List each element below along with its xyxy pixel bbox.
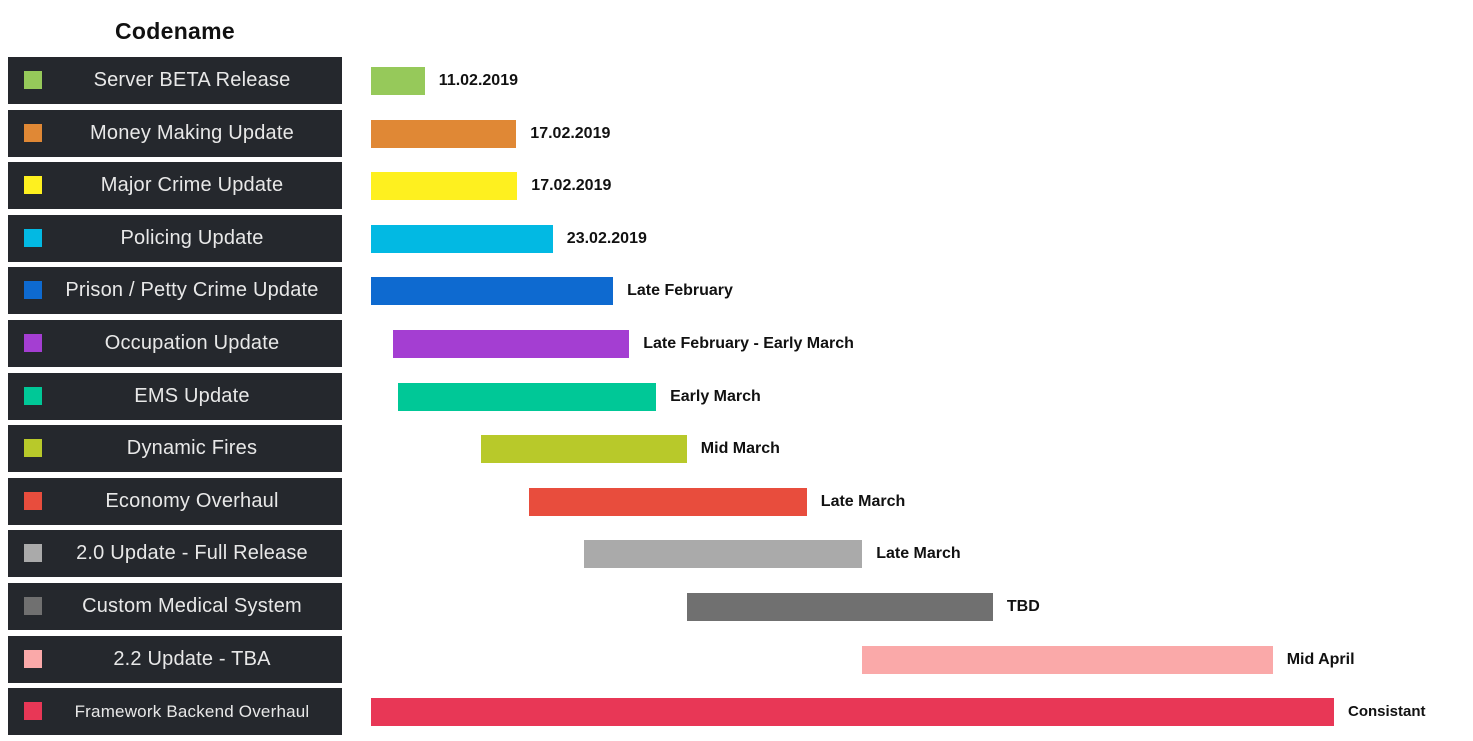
- row-label-cell: Economy Overhaul: [8, 478, 342, 525]
- row-label: Custom Medical System: [82, 595, 302, 617]
- gantt-bar: [371, 225, 553, 253]
- row-label: 2.0 Update - Full Release: [76, 542, 308, 564]
- bar-date-label: 17.02.2019: [530, 125, 611, 142]
- row-label-cell: Policing Update: [8, 215, 342, 262]
- bar-date-label: Late February: [627, 282, 733, 299]
- legend-swatch-icon: [24, 544, 42, 562]
- row-label: Server BETA Release: [93, 69, 291, 91]
- bar-date-label: Late March: [820, 493, 906, 510]
- legend-swatch-icon: [24, 492, 42, 510]
- bar-date-label: 11.02.2019: [438, 72, 518, 89]
- legend-swatch-icon: [24, 387, 42, 405]
- row-label: Money Making Update: [90, 122, 294, 144]
- row-label: 2.2 Update - TBA: [113, 648, 271, 670]
- bar-date-label: Late March: [876, 545, 961, 562]
- row-label-cell: 2.2 Update - TBA: [8, 636, 342, 683]
- bar-date-label: Mid April: [1286, 651, 1355, 668]
- legend-swatch-icon: [24, 334, 42, 352]
- bar-date-label: TBD: [1006, 598, 1040, 615]
- bar-date-label: Early March: [670, 388, 761, 405]
- legend-swatch-icon: [24, 439, 42, 457]
- row-label: Framework Backend Overhaul: [74, 702, 310, 721]
- row-label-cell: EMS Update: [8, 373, 342, 420]
- gantt-bar: [371, 172, 518, 200]
- gantt-bar: [397, 383, 657, 411]
- row-label-cell: Occupation Update: [8, 320, 342, 367]
- gantt-bar: [686, 593, 993, 621]
- row-label-cell: Prison / Petty Crime Update: [8, 267, 342, 314]
- legend-swatch-icon: [24, 229, 42, 247]
- legend-swatch-icon: [24, 71, 42, 89]
- legend-swatch-icon: [24, 702, 42, 720]
- gantt-bar: [862, 646, 1273, 674]
- bar-date-label: Mid March: [700, 440, 780, 457]
- gantt-bar: [371, 277, 614, 305]
- bar-date-label: Late February - Early March: [643, 335, 854, 352]
- bar-date-label: Consistant: [1348, 703, 1426, 720]
- row-label: EMS Update: [134, 385, 250, 407]
- gantt-bar: [371, 67, 425, 95]
- row-label-cell: Major Crime Update: [8, 162, 342, 209]
- legend-swatch-icon: [24, 124, 42, 142]
- row-label-cell: Framework Backend Overhaul: [8, 688, 342, 735]
- gantt-bar: [371, 120, 517, 148]
- legend-swatch-icon: [24, 281, 42, 299]
- legend-swatch-icon: [24, 176, 42, 194]
- row-label: Occupation Update: [104, 332, 280, 354]
- row-label: Economy Overhaul: [105, 490, 279, 512]
- row-label: Dynamic Fires: [126, 437, 258, 459]
- row-label-cell: 2.0 Update - Full Release: [8, 530, 342, 577]
- bar-date-label: 17.02.2019: [531, 177, 612, 194]
- row-label: Major Crime Update: [100, 174, 284, 196]
- gantt-bar: [528, 488, 807, 516]
- legend-swatch-icon: [24, 650, 42, 668]
- bar-date-label: 23.02.2019: [566, 230, 647, 247]
- codename-header: Codename: [115, 18, 235, 44]
- row-label: Policing Update: [120, 227, 264, 249]
- legend-swatch-icon: [24, 597, 42, 615]
- gantt-bar: [583, 540, 863, 568]
- row-label-cell: Money Making Update: [8, 110, 342, 157]
- row-label: Prison / Petty Crime Update: [65, 279, 319, 301]
- row-label-cell: Server BETA Release: [8, 57, 342, 104]
- gantt-bar: [392, 330, 630, 358]
- row-label-cell: Dynamic Fires: [8, 425, 342, 472]
- gantt-bar: [481, 435, 687, 463]
- row-label-cell: Custom Medical System: [8, 583, 342, 630]
- gantt-bar: [371, 698, 1334, 726]
